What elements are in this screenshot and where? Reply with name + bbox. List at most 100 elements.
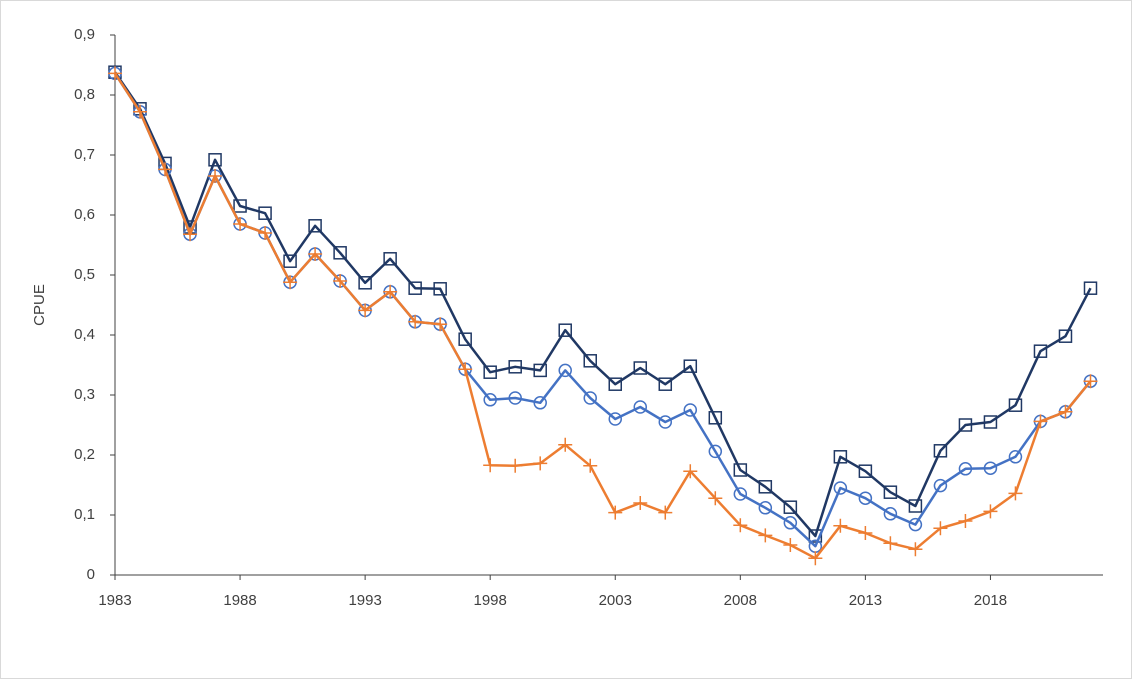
marker xyxy=(808,551,823,566)
x-tick-label: 1998 xyxy=(474,592,507,609)
marker xyxy=(833,518,848,533)
marker xyxy=(408,281,422,295)
y-tick-label: 0,3 xyxy=(74,386,95,403)
marker xyxy=(933,478,948,493)
marker xyxy=(1008,398,1023,412)
marker xyxy=(208,153,222,167)
marker xyxy=(758,528,773,543)
marker xyxy=(908,499,923,513)
y-tick-label: 0,2 xyxy=(74,446,95,463)
y-tick-label: 0,6 xyxy=(74,206,95,223)
marker xyxy=(883,485,898,499)
marker xyxy=(783,538,798,552)
marker xyxy=(258,206,272,220)
marker xyxy=(133,104,148,119)
marker xyxy=(1008,486,1023,501)
marker xyxy=(608,412,623,426)
y-tick-label: 0,4 xyxy=(74,326,95,343)
marker xyxy=(683,359,698,373)
marker xyxy=(533,363,547,378)
marker xyxy=(433,317,448,332)
marker xyxy=(958,418,973,432)
marker xyxy=(758,501,773,515)
marker xyxy=(283,254,297,268)
marker xyxy=(658,505,673,520)
series-line xyxy=(113,72,1092,560)
marker xyxy=(608,377,623,391)
marker xyxy=(433,282,447,296)
marker xyxy=(883,536,898,551)
marker xyxy=(708,491,723,506)
marker xyxy=(158,162,173,177)
marker xyxy=(1033,344,1048,358)
marker xyxy=(758,480,773,494)
marker xyxy=(858,526,873,540)
marker xyxy=(933,521,948,536)
marker xyxy=(1008,450,1023,464)
y-tick-label: 0,1 xyxy=(74,506,95,523)
marker xyxy=(583,391,597,405)
series-line xyxy=(113,71,1092,538)
marker xyxy=(358,303,373,318)
marker xyxy=(783,516,798,530)
x-tick-label: 2008 xyxy=(724,592,757,609)
marker xyxy=(983,415,998,429)
marker xyxy=(558,363,572,378)
marker xyxy=(583,354,597,368)
y-tick-label: 0,7 xyxy=(74,146,95,163)
marker xyxy=(458,332,472,346)
marker xyxy=(1058,329,1073,343)
marker xyxy=(983,461,998,475)
marker xyxy=(283,275,298,290)
marker xyxy=(383,284,398,299)
marker xyxy=(1083,281,1098,295)
marker xyxy=(1083,374,1098,389)
marker xyxy=(608,505,623,520)
x-tick-label: 2013 xyxy=(849,592,882,609)
marker xyxy=(308,219,322,233)
marker xyxy=(983,504,998,519)
marker xyxy=(508,458,523,473)
marker xyxy=(633,400,648,414)
marker xyxy=(483,365,497,379)
marker xyxy=(733,463,748,477)
marker xyxy=(558,323,572,337)
marker xyxy=(458,362,473,377)
marker xyxy=(733,518,748,533)
marker xyxy=(833,481,848,495)
y-tick-label: 0 xyxy=(87,566,95,583)
marker xyxy=(533,456,548,471)
marker xyxy=(558,437,573,452)
marker xyxy=(508,360,522,374)
y-tick-label: 0,5 xyxy=(74,266,95,283)
marker xyxy=(858,491,873,505)
marker xyxy=(208,169,223,183)
y-tick-label: 0,9 xyxy=(74,26,95,43)
marker xyxy=(358,276,372,290)
marker xyxy=(708,444,723,459)
marker xyxy=(808,529,823,543)
marker xyxy=(483,458,498,473)
x-tick-label: 1988 xyxy=(223,592,256,609)
x-tick-label: 1993 xyxy=(348,592,381,609)
marker xyxy=(958,462,973,476)
marker xyxy=(508,391,522,405)
marker xyxy=(933,444,948,458)
marker xyxy=(333,274,348,288)
y-tick-label: 0,8 xyxy=(74,86,95,103)
marker xyxy=(183,227,198,242)
marker xyxy=(108,66,122,81)
marker xyxy=(658,415,673,429)
marker xyxy=(233,199,247,213)
marker xyxy=(258,226,273,240)
marker xyxy=(333,246,347,260)
x-tick-label: 1983 xyxy=(98,592,131,609)
marker xyxy=(708,411,723,425)
marker xyxy=(883,507,898,521)
x-tick-label: 2003 xyxy=(599,592,632,609)
marker xyxy=(683,403,698,417)
marker xyxy=(908,517,923,532)
marker xyxy=(858,464,873,478)
marker xyxy=(483,393,497,407)
